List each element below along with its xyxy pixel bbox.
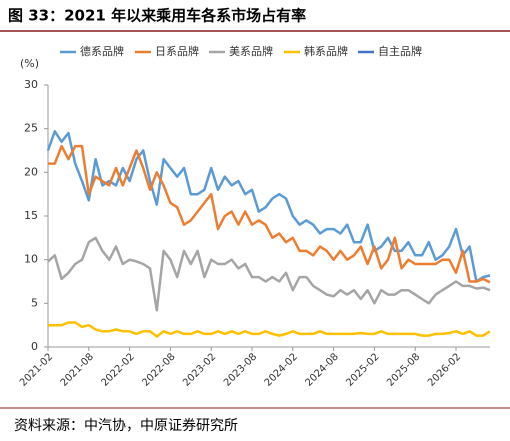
x-tick-label: 2021-02 <box>18 351 55 388</box>
x-tick-label: 2022-02 <box>100 351 137 388</box>
source: 资料来源：中汽协，中原证券研究所 <box>14 418 238 434</box>
chart-title: 图 33：2021 年以来乘用车各系市场占有率 <box>8 7 306 25</box>
x-tick-label: 2024-02 <box>263 351 300 388</box>
y-tick-label: 5 <box>31 296 38 309</box>
x-tick-label: 2025-08 <box>385 351 422 388</box>
line <box>46 130 491 283</box>
x-tick-label: 2025-02 <box>344 351 381 388</box>
x-tick-label: 2024-08 <box>304 351 341 388</box>
y-unit: (%) <box>20 57 39 70</box>
line <box>48 144 491 284</box>
y-tick-label: 20 <box>24 165 38 178</box>
y-tick-label: 30 <box>24 78 38 91</box>
x-tick-label: 2023-08 <box>222 351 259 388</box>
y-tick-label: 25 <box>24 122 38 135</box>
legend-label: 韩系品牌 <box>304 44 348 58</box>
legend-label: 日系品牌 <box>155 44 199 58</box>
line <box>47 236 491 312</box>
x-tick-label: 2021-08 <box>59 351 96 388</box>
x-tick-label: 2026-02 <box>426 351 463 388</box>
x-tick-label: 2022-08 <box>140 351 177 388</box>
line <box>48 321 491 338</box>
legend-label: 自主品牌 <box>378 44 422 58</box>
x-tick-label: 2023-02 <box>181 351 218 388</box>
y-tick-label: 0 <box>31 340 38 353</box>
y-tick-label: 10 <box>24 253 38 266</box>
y-tick-label: 15 <box>24 209 38 222</box>
legend-label: 美系品牌 <box>229 44 273 58</box>
legend-label: 德系品牌 <box>80 44 124 58</box>
